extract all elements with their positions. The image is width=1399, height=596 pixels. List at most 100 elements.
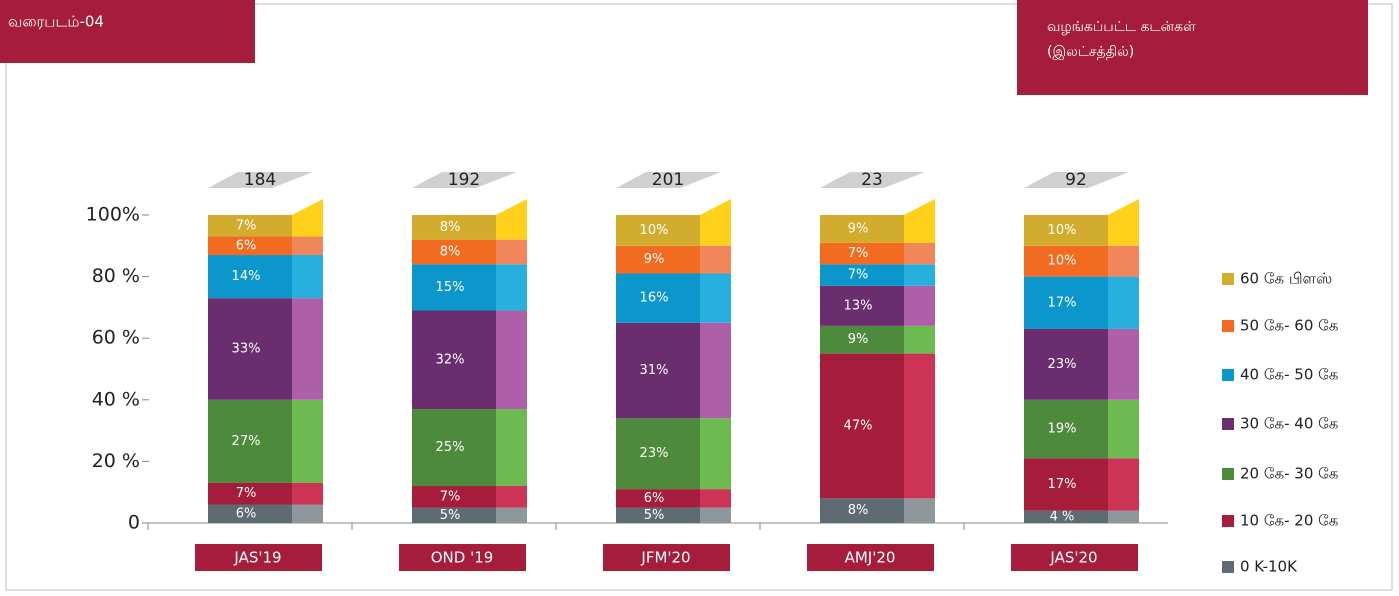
bar-segment: [1024, 245, 1108, 277]
bar-side: [700, 322, 731, 419]
bar-segment: [208, 482, 292, 505]
bar-side: [292, 199, 323, 237]
total-cap: [208, 172, 313, 188]
bar-side: [1108, 399, 1139, 459]
x-tick-label: AMJ'20: [845, 549, 896, 567]
frame: [5, 3, 1393, 591]
data-label: 33%: [232, 341, 261, 356]
bar-segment: [820, 242, 904, 265]
bar-side: [496, 239, 527, 265]
bar-segment: [412, 264, 496, 311]
bar-side: [496, 486, 527, 508]
bar-side: [496, 507, 527, 523]
data-label: 15%: [436, 280, 465, 295]
total-cap: [616, 172, 721, 188]
bar-segment: [208, 236, 292, 256]
bar-side: [496, 310, 527, 410]
data-label: 7%: [848, 268, 869, 283]
x-tick-label: JAS'20: [1049, 549, 1097, 567]
data-label: 10%: [640, 223, 669, 238]
bar-segment: [412, 310, 496, 410]
bar-segment: [1024, 510, 1108, 523]
legend-swatch: [1222, 515, 1234, 527]
legend-label: 10 கே- 20 கே: [1240, 512, 1338, 530]
bar-segment: [616, 418, 700, 490]
bar-side: [292, 255, 323, 299]
legend-swatch: [1222, 418, 1234, 430]
data-label: 19%: [1048, 422, 1077, 437]
data-label: 10%: [1048, 223, 1077, 238]
bar-side: [904, 242, 935, 265]
bar-side: [904, 199, 935, 243]
bar-side: [904, 498, 935, 523]
total-label: 23: [861, 170, 883, 190]
x-tick-label: JAS'19: [233, 549, 281, 567]
bar-segment: [1024, 276, 1108, 329]
bar-segment: [616, 489, 700, 508]
total-cap: [1024, 172, 1129, 188]
category-box: [603, 544, 730, 571]
data-label: 9%: [848, 221, 869, 236]
total-label: 192: [448, 170, 480, 190]
bar-segment: [412, 507, 496, 523]
data-label: 23%: [1048, 357, 1077, 372]
legend-label: 50 கே- 60 கே: [1240, 317, 1338, 335]
bar-segment: [412, 486, 496, 508]
bar-side: [496, 409, 527, 487]
y-tick-label: 60 %: [92, 327, 140, 349]
bar-segment: [820, 353, 904, 499]
data-label: 17%: [1048, 477, 1077, 492]
bar-side: [1108, 245, 1139, 277]
bar-segment: [616, 273, 700, 323]
data-label: 25%: [436, 440, 465, 455]
legend-label: 0 K-10K: [1240, 558, 1298, 576]
bar-segment: [616, 245, 700, 274]
data-label: 8%: [848, 503, 869, 518]
legend-swatch: [1222, 561, 1234, 573]
y-tick-label: 100%: [86, 204, 140, 226]
y-tick-label: 80 %: [92, 265, 140, 287]
bar-segment: [208, 399, 292, 483]
legend-label: 60 கே பிளஸ்: [1240, 270, 1332, 288]
data-label: 6%: [644, 491, 665, 506]
data-label: 5%: [440, 508, 461, 523]
bar-segment: [1024, 328, 1108, 400]
total-cap: [820, 172, 925, 188]
data-label: 5%: [644, 508, 665, 523]
legend-label: 20 கே- 30 கே: [1240, 465, 1338, 483]
total-label: 184: [244, 170, 276, 190]
total-label: 92: [1065, 170, 1087, 190]
category-box: [399, 544, 526, 571]
bar-segment: [820, 285, 904, 326]
total-cap: [412, 172, 517, 188]
bar-segment: [1024, 399, 1108, 459]
bar-side: [292, 236, 323, 256]
bar-segment: [1024, 458, 1108, 511]
bar-side: [292, 399, 323, 483]
data-label: 7%: [848, 246, 869, 261]
legend-swatch: [1222, 468, 1234, 480]
bar-segment: [208, 255, 292, 299]
bar-segment: [412, 409, 496, 487]
bar-segment: [412, 239, 496, 265]
unit-box: [1017, 0, 1368, 95]
total-label: 201: [652, 170, 684, 190]
data-label: 14%: [232, 269, 261, 284]
data-label: 27%: [232, 434, 261, 449]
data-label: 8%: [440, 220, 461, 235]
bar-side: [1108, 199, 1139, 246]
bar-side: [1108, 328, 1139, 400]
bar-side: [496, 264, 527, 311]
bar-side: [904, 264, 935, 286]
bar-side: [292, 482, 323, 505]
x-tick-label: OND '19: [431, 549, 494, 567]
data-label: 17%: [1048, 295, 1077, 310]
bar-side: [700, 245, 731, 274]
data-label: 47%: [844, 418, 873, 433]
x-tick-label: JFM'20: [640, 549, 690, 567]
legend-swatch: [1222, 273, 1234, 285]
category-box: [807, 544, 934, 571]
data-label: 6%: [236, 506, 257, 521]
bar-segment: [208, 215, 292, 237]
